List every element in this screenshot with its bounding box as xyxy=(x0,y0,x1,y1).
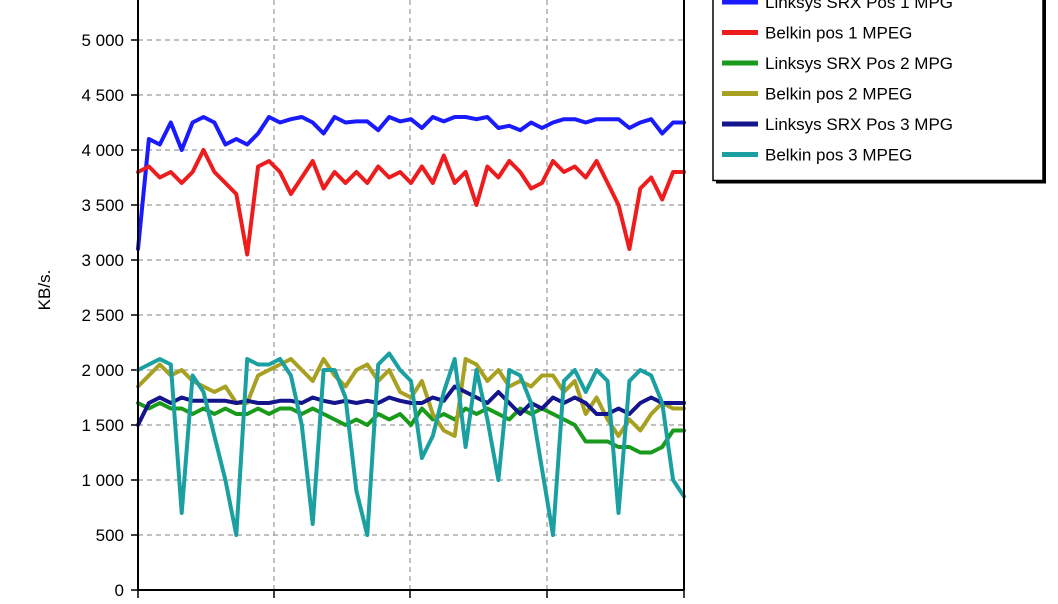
series-line-6 xyxy=(136,351,686,537)
series-line-3 xyxy=(136,401,686,455)
legend-label: Belkin pos 3 MPEG xyxy=(765,146,912,165)
series-line-2 xyxy=(136,148,686,257)
y-axis-ticks: 0 500 1 000 1 500 2 000 2 500 3 000 3 500 4 000 4… xyxy=(81,31,138,600)
y-tick-label: 4 500 xyxy=(81,86,124,105)
y-tick-label: 2 500 xyxy=(81,306,124,325)
legend-label: Belkin pos 2 MPEG xyxy=(765,85,912,104)
y-tick-label: 3 000 xyxy=(81,251,124,270)
series-lines xyxy=(136,115,686,537)
y-tick-label: 0 xyxy=(115,581,124,600)
y-tick-label: 5 000 xyxy=(81,31,124,50)
y-tick-label: 3 500 xyxy=(81,196,124,215)
legend-label: Linksys SRX Pos 3 MPG xyxy=(765,115,953,134)
legend-label: Linksys SRX Pos 2 MPG xyxy=(765,54,953,73)
y-tick-label: 4 000 xyxy=(81,141,124,160)
x-axis-ticks xyxy=(137,590,685,598)
y-tick-label: 1 000 xyxy=(81,471,124,490)
legend-box xyxy=(712,0,1044,182)
series-line-4 xyxy=(136,357,686,438)
series-line-5 xyxy=(136,384,686,427)
legend-label: Belkin pos 1 MPEG xyxy=(765,24,912,43)
y-tick-label: 500 xyxy=(96,526,124,545)
legend-label: Linksys SRX Pos 1 MPG xyxy=(765,0,953,12)
y-axis-label: KB/s. xyxy=(35,270,54,311)
legend: Linksys SRX Pos 1 MPG Belkin pos 1 MPEG Li… xyxy=(712,0,1046,184)
series-line-1 xyxy=(136,115,686,251)
y-tick-label: 2 000 xyxy=(81,361,124,380)
y-tick-label: 1 500 xyxy=(81,416,124,435)
